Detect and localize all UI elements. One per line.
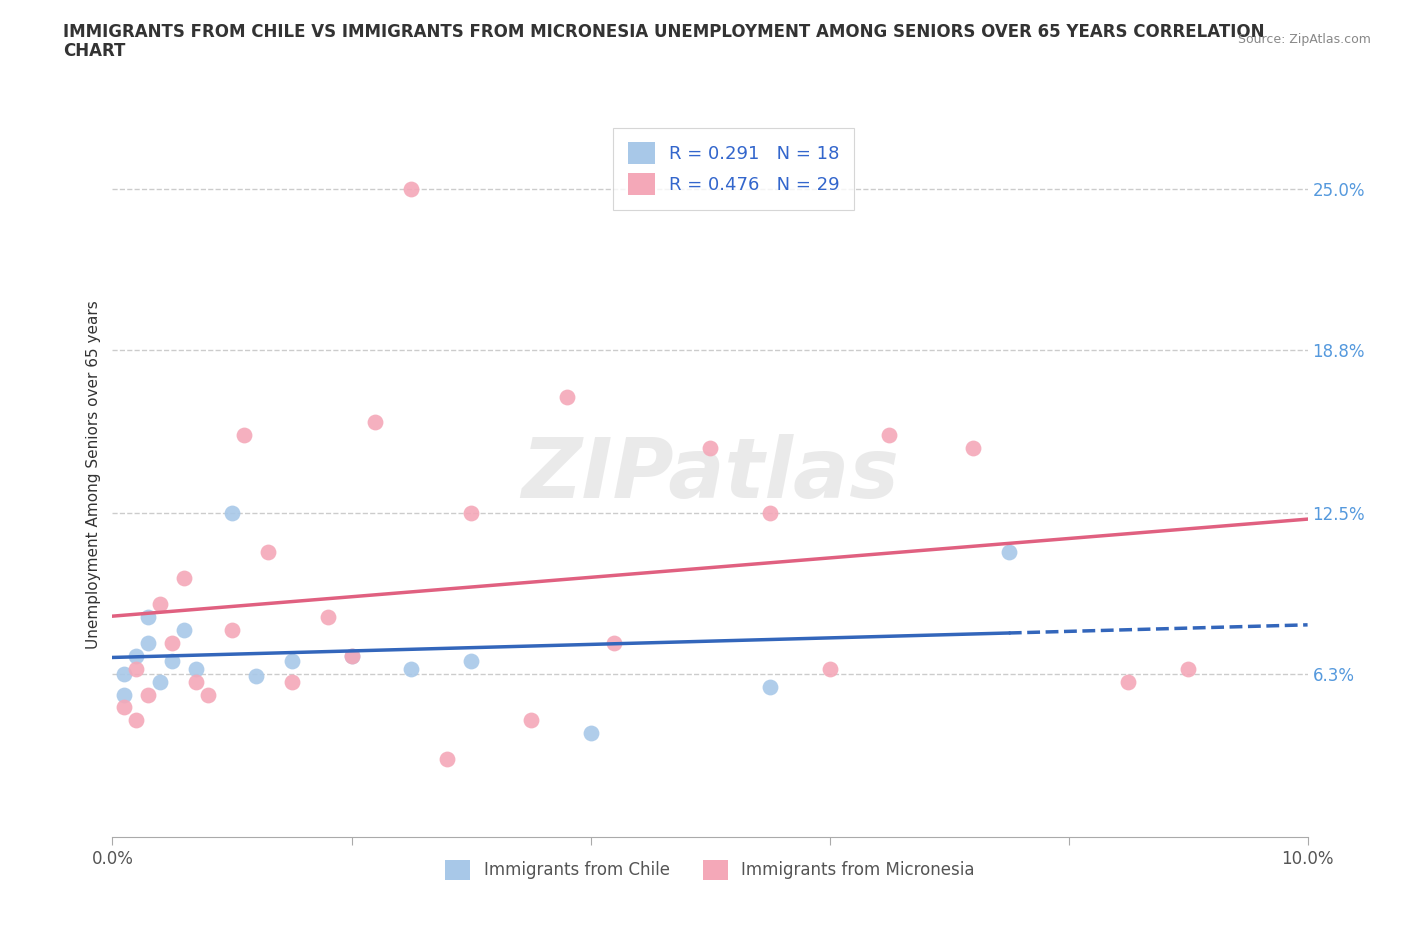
Point [460,506,482,521]
Point [149,674,172,689]
Point [1118,674,1140,689]
Text: CHART: CHART [63,42,125,60]
Point [555,389,578,404]
Point [401,182,423,197]
Text: ZIPatlas: ZIPatlas [522,433,898,515]
Point [197,687,219,702]
Point [114,687,135,702]
Point [221,506,243,521]
Point [998,545,1021,560]
Point [818,661,841,676]
Text: IMMIGRANTS FROM CHILE VS IMMIGRANTS FROM MICRONESIA UNEMPLOYMENT AMONG SENIORS O: IMMIGRANTS FROM CHILE VS IMMIGRANTS FROM… [63,23,1265,41]
Point [245,669,267,684]
Point [125,661,148,676]
Point [1177,661,1199,676]
Point [114,700,135,715]
Point [281,654,304,669]
Point [520,713,543,728]
Point [699,441,721,456]
Point [257,545,280,560]
Legend: Immigrants from Chile, Immigrants from Micronesia: Immigrants from Chile, Immigrants from M… [439,853,981,886]
Point [125,648,148,663]
Y-axis label: Unemployment Among Seniors over 65 years: Unemployment Among Seniors over 65 years [86,300,101,649]
Point [125,713,148,728]
Point [579,726,602,741]
Point [162,635,183,650]
Point [162,654,183,669]
Point [364,415,387,430]
Point [149,596,172,611]
Text: Source: ZipAtlas.com: Source: ZipAtlas.com [1237,33,1371,46]
Point [759,506,782,521]
Point [879,428,901,443]
Point [401,661,423,676]
Point [138,635,160,650]
Point [173,622,195,637]
Point [186,661,208,676]
Point [436,751,458,766]
Point [186,674,208,689]
Point [962,441,984,456]
Point [173,570,195,585]
Point [603,635,626,650]
Point [316,609,339,624]
Point [138,687,160,702]
Point [281,674,304,689]
Point [460,654,482,669]
Point [114,667,135,682]
Point [138,609,160,624]
Point [759,679,782,694]
Point [340,648,363,663]
Point [221,622,243,637]
Point [233,428,256,443]
Point [340,648,363,663]
